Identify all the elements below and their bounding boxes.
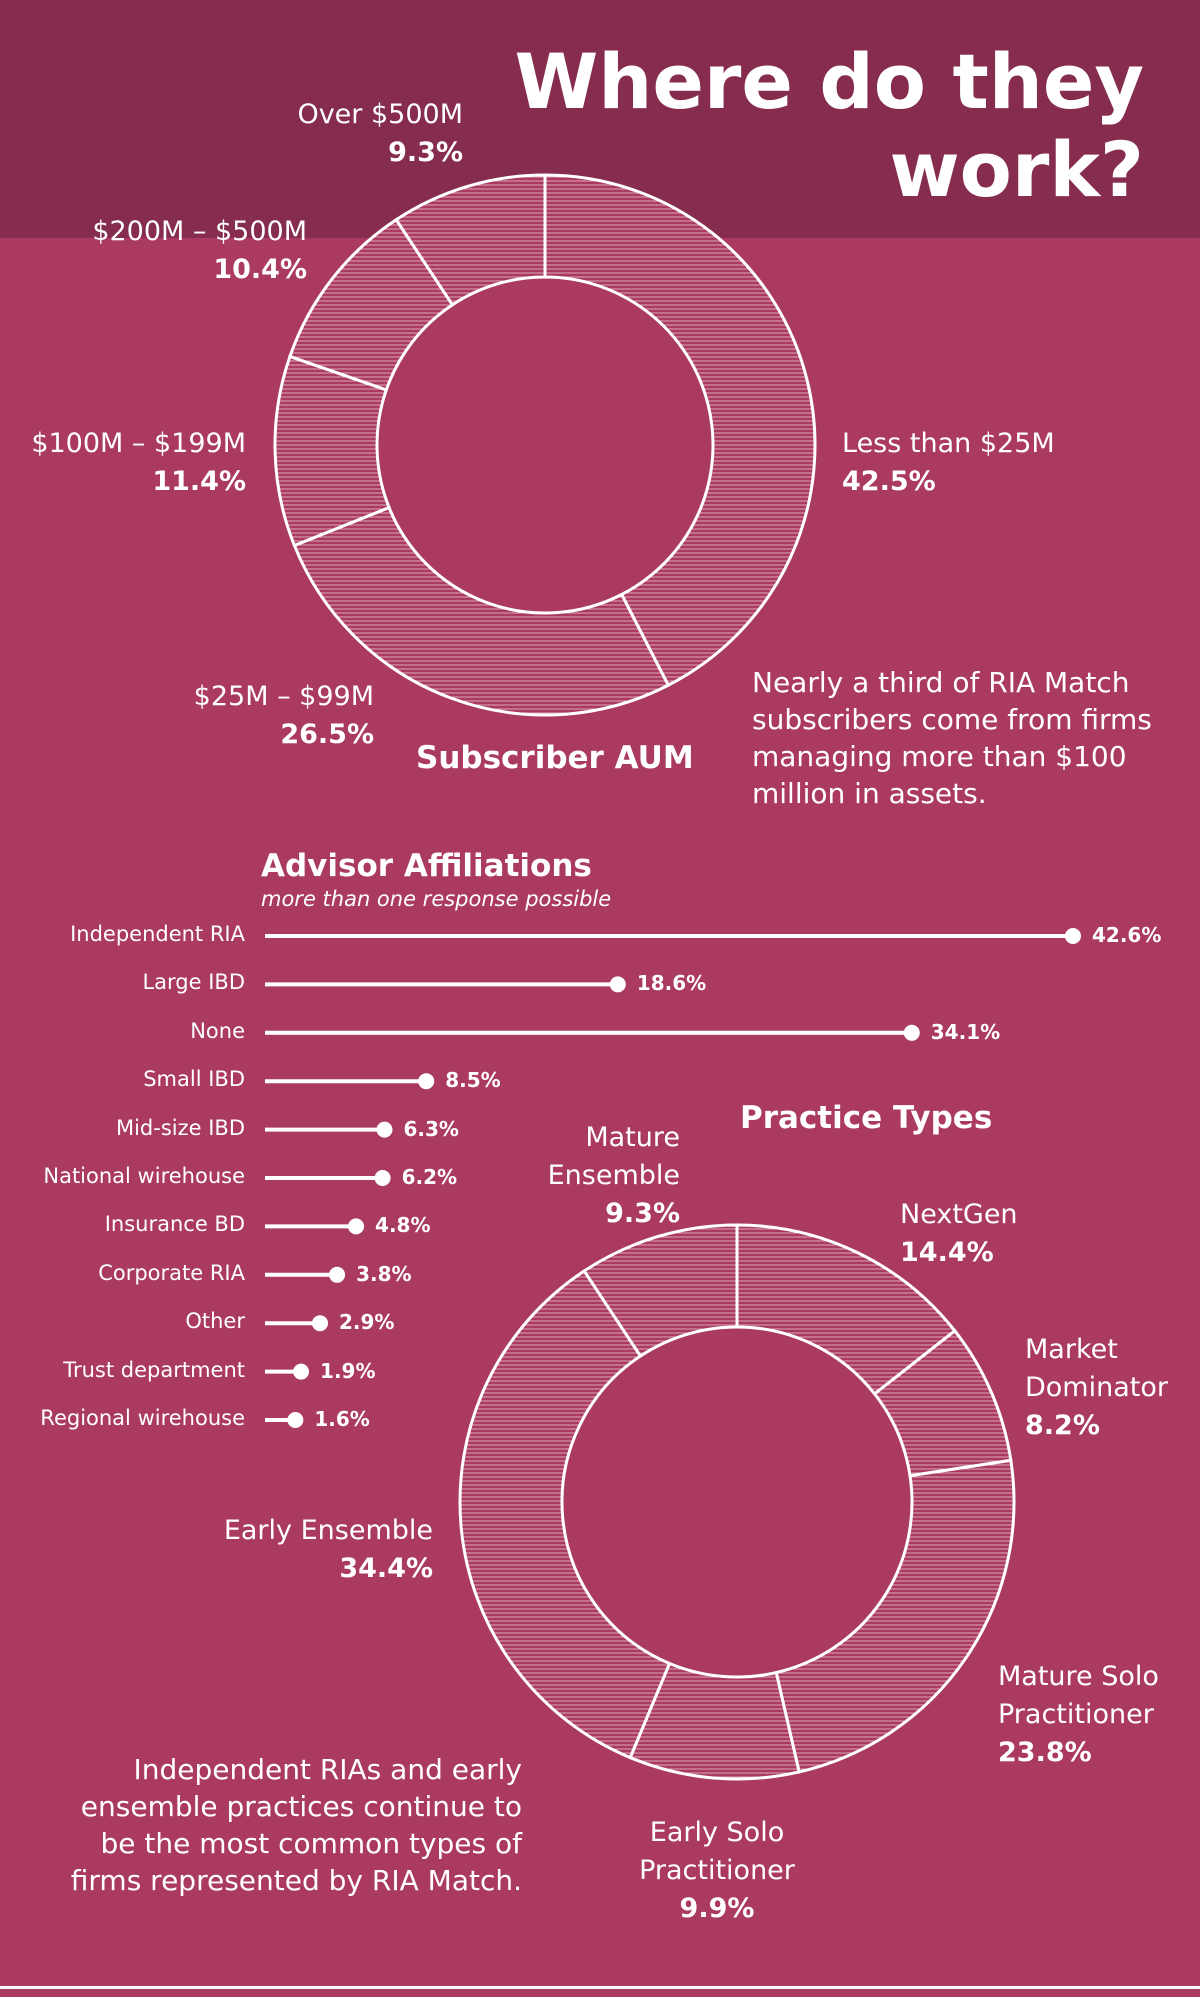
bar-value-label: 6.3% [403,1116,459,1141]
bar-category-label: Insurance BD [104,1212,245,1237]
bar-value-label: 42.6% [1092,923,1162,947]
aum-label-less-25m: Less than $25M 42.5% [842,428,1055,497]
aum-label-100-199m: $100M – $199M 11.4% [31,428,246,497]
bar-dot-6 [348,1218,365,1235]
bar-value-label: 2.9% [339,1310,395,1335]
bar-dot-2 [903,1024,920,1041]
aum-slice-1 [292,505,671,717]
practice-donut [458,1223,1016,1781]
bar-category-label: National wirehouse [43,1164,245,1188]
bar-dot-7 [329,1266,346,1283]
bar-dot-10 [287,1412,304,1428]
bar-dot-4 [376,1121,393,1138]
bottom-rule [0,1986,1200,1989]
bar-dot-8 [312,1315,329,1332]
bar-category-label: Large IBD [142,970,245,995]
aum-donut [273,173,817,717]
bar-value-label: 1.9% [320,1358,376,1383]
bar-category-label: Trust department [63,1357,245,1382]
bar-value-label: 8.5% [445,1068,501,1093]
bar-category-label: None [190,1018,245,1043]
practice-label-market-dominator: Market Dominator 8.2% [1025,1334,1168,1441]
affiliations-subtitle: more than one response possible [261,887,612,911]
aum-note: Nearly a third of RIA Match subscribers … [752,666,1152,810]
bar-category-label: Other [185,1309,245,1334]
page-title: Where do they work? [514,38,1144,214]
practice-label-early-solo: Early Solo Practitioner 9.9% [639,1817,795,1924]
bar-category-label: Regional wirehouse [40,1406,245,1430]
bar-category-label: Independent RIA [70,922,245,946]
bar-category-label: Small IBD [143,1067,245,1092]
bar-dot-1 [609,976,626,993]
practice-slice-4 [458,1268,672,1760]
aum-slice-0 [543,173,817,688]
bar-value-label: 18.6% [636,971,707,996]
practice-chart-title: Practice Types [740,1100,993,1136]
practice-slice-2 [774,1458,1016,1774]
bar-value-label: 1.6% [314,1407,370,1431]
bar-dot-3 [418,1073,435,1090]
practice-label-mature-ensemble: Mature Ensemble 9.3% [547,1122,680,1229]
practice-note: Independent RIAs and early ensemble prac… [70,1753,522,1897]
title-line-2: work? [889,125,1144,214]
bar-value-label: 4.8% [375,1213,431,1238]
bar-value-label: 3.8% [356,1261,412,1286]
aum-label-25-99m: $25M – $99M 26.5% [193,681,374,750]
bar-category-label: Mid-size IBD [115,1115,245,1140]
affiliations-title: Advisor Affiliations [261,848,592,884]
aum-label-over-500m: Over $500M 9.3% [297,99,463,168]
bar-dot-9 [293,1363,310,1380]
bar-dot-5 [374,1170,391,1186]
bar-dot-0 [1065,928,1081,944]
practice-label-early-ensemble: Early Ensemble 34.4% [223,1515,433,1584]
affiliations-bars [265,928,1081,1428]
practice-label-nextgen: NextGen 14.4% [900,1199,1018,1268]
bar-value-label: 34.1% [930,1019,1001,1044]
aum-chart-title: Subscriber AUM [416,740,694,776]
practice-label-mature-solo: Mature Solo Practitioner 23.8% [998,1661,1159,1768]
title-line-1: Where do they [514,37,1144,126]
bar-category-label: Corporate RIA [98,1260,245,1285]
aum-slice-4 [394,173,547,307]
aum-label-200-500m: $200M – $500M 10.4% [92,216,307,285]
practice-slice-5 [582,1223,739,1359]
bar-value-label: 6.2% [401,1165,458,1189]
